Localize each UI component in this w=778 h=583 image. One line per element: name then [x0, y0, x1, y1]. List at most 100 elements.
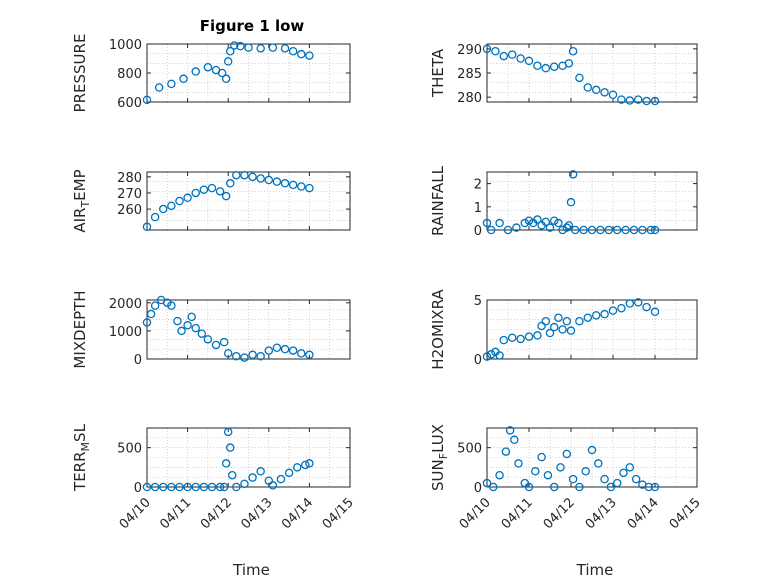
- data-point: [272, 177, 282, 186]
- data-point: [158, 482, 168, 492]
- data-point: [564, 221, 574, 230]
- x-tick-label: 04/14: [279, 495, 316, 532]
- data-point: [146, 309, 156, 319]
- data-point: [223, 349, 233, 358]
- data-point: [240, 353, 249, 362]
- y-tick-label: 500: [117, 442, 142, 457]
- data-point: [158, 204, 168, 214]
- y-tick-label: 0: [474, 224, 482, 239]
- axes-box: [146, 299, 351, 360]
- y-tick-label: 280: [457, 91, 482, 106]
- data-point: [280, 44, 290, 53]
- figure-title: Figure 1 low: [200, 17, 305, 35]
- data-point: [608, 306, 618, 315]
- data-point: [562, 449, 572, 459]
- data-point: [541, 316, 551, 326]
- data-point: [638, 225, 647, 235]
- data-point: [568, 170, 578, 179]
- y-tick-label: 290: [457, 43, 482, 58]
- data-point: [223, 57, 233, 66]
- data-point: [524, 332, 534, 341]
- data-point: [177, 326, 186, 336]
- data-point: [617, 95, 626, 104]
- data-point: [215, 187, 225, 196]
- data-point: [533, 215, 542, 224]
- data-point: [545, 223, 555, 232]
- data-point: [221, 459, 231, 468]
- data-point: [142, 482, 152, 492]
- x-axis-label: Time: [232, 561, 270, 579]
- data-point: [579, 225, 588, 235]
- data-point: [524, 56, 534, 66]
- y-tick-label: 2000: [109, 297, 142, 312]
- data-point: [175, 482, 184, 492]
- data-point: [187, 312, 196, 322]
- data-point: [217, 68, 227, 78]
- data-point: [211, 340, 221, 350]
- y-tick-label: 500: [457, 442, 482, 457]
- y-axis-label: TERRMSL: [71, 423, 92, 492]
- data-point: [256, 467, 265, 476]
- data-point: [264, 346, 274, 355]
- data-point: [486, 225, 496, 235]
- x-tick-label: 04/12: [541, 495, 578, 532]
- data-point: [503, 225, 513, 235]
- x-tick-label: 04/13: [583, 495, 620, 532]
- data-point: [591, 85, 601, 95]
- x-tick-label: 04/10: [457, 495, 494, 532]
- panel-terr-msl: 0 500 TERRMSL 04/10 04/11 04/12 04/13 04/14 04/1…: [71, 423, 357, 579]
- y-tick-label: 0: [134, 353, 142, 368]
- panel-sun-flux: 0 500 SUNFLUX 04/10 04/11 04/12 04/13 04/14 04/1…: [429, 424, 704, 579]
- data-point: [244, 43, 253, 52]
- data-point: [510, 435, 519, 445]
- data-point: [219, 337, 229, 347]
- data-point: [549, 322, 559, 332]
- data-point: [512, 223, 521, 232]
- x-tick-label: 04/15: [667, 495, 704, 532]
- data-point: [183, 193, 192, 203]
- data-point: [543, 470, 553, 480]
- data-point: [629, 225, 639, 235]
- y-tick-label: 800: [117, 67, 142, 82]
- data-point: [179, 74, 188, 84]
- data-point: [600, 474, 609, 484]
- data-point: [507, 333, 517, 343]
- data-point: [631, 474, 641, 484]
- data-point: [197, 329, 207, 338]
- data-point: [600, 88, 609, 97]
- data-point: [583, 83, 593, 92]
- x-tick-label: 04/11: [157, 495, 194, 532]
- data-point: [276, 474, 286, 484]
- data-point: [495, 351, 504, 360]
- data-point: [167, 201, 176, 211]
- data-point: [516, 334, 525, 344]
- data-point: [142, 95, 152, 105]
- data-point: [482, 44, 492, 54]
- data-point: [520, 218, 530, 228]
- data-point: [606, 482, 616, 492]
- y-tick-label: 285: [457, 67, 482, 82]
- data-point: [533, 61, 542, 71]
- data-point: [633, 95, 643, 104]
- data-point: [608, 90, 618, 100]
- data-point: [612, 225, 622, 235]
- data-point: [221, 74, 231, 84]
- data-point: [491, 47, 500, 56]
- y-tick-label: 1000: [109, 325, 142, 340]
- data-point: [167, 79, 176, 89]
- data-point: [236, 41, 245, 51]
- y-axis-label: H2OMIXRA: [429, 289, 447, 370]
- data-point: [650, 225, 660, 235]
- data-point: [625, 96, 635, 105]
- data-point: [650, 307, 660, 317]
- y-axis-label: PRESSURE: [71, 34, 89, 113]
- data-point: [566, 197, 576, 207]
- data-point: [549, 216, 559, 225]
- data-point: [621, 225, 630, 235]
- data-point: [305, 459, 314, 468]
- data-point: [541, 63, 551, 73]
- y-tick-label: 270: [117, 187, 142, 202]
- data-point: [232, 170, 241, 180]
- data-point: [305, 183, 314, 193]
